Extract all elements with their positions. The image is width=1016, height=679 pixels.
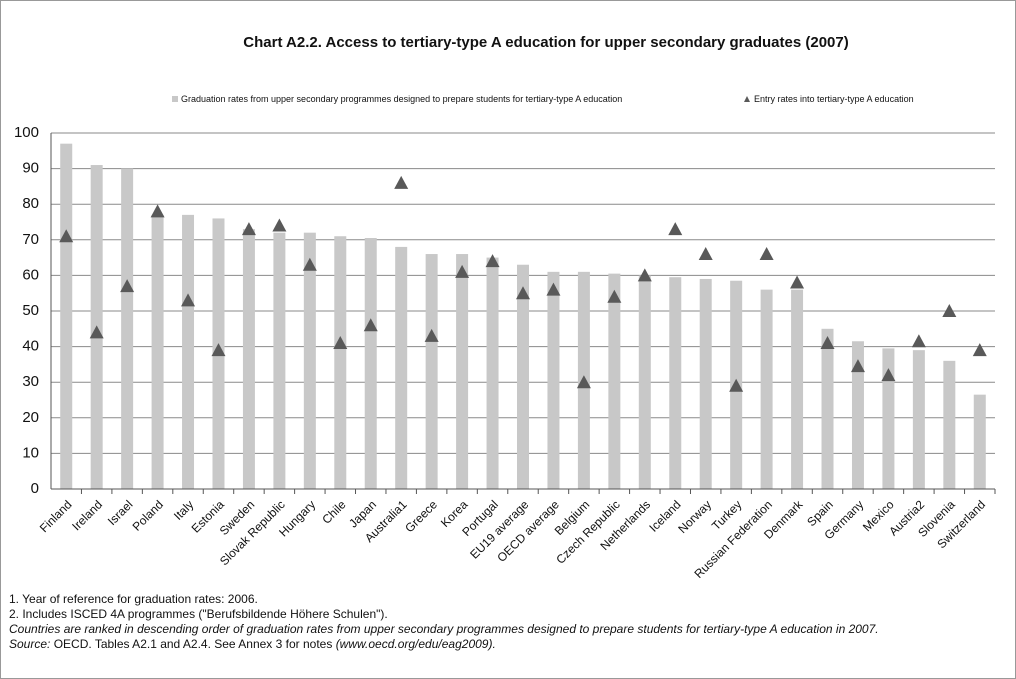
x-tick-label: Finland bbox=[37, 497, 75, 535]
footnote: 1. Year of reference for graduation rate… bbox=[9, 592, 258, 606]
bar bbox=[303, 232, 316, 489]
triangle-marker bbox=[668, 222, 683, 236]
triangle-marker bbox=[637, 268, 652, 282]
legend-swatch bbox=[744, 96, 750, 102]
x-tick-label: Chile bbox=[319, 497, 348, 526]
bar bbox=[182, 214, 195, 489]
triangle-marker bbox=[820, 336, 835, 350]
triangle-marker bbox=[759, 247, 774, 261]
y-tick-label: 90 bbox=[22, 160, 39, 177]
triangle-marker bbox=[576, 375, 591, 389]
bar bbox=[608, 273, 621, 489]
legend-label: Entry rates into tertiary-type A educati… bbox=[754, 94, 914, 104]
triangle-marker bbox=[394, 175, 409, 189]
footnote: Countries are ranked in descending order… bbox=[9, 622, 879, 636]
bar bbox=[943, 360, 956, 489]
chart-title: Chart A2.2. Access to tertiary-type A ed… bbox=[243, 34, 848, 51]
triangle-marker bbox=[424, 328, 439, 342]
triangle-marker bbox=[150, 204, 165, 218]
triangle-marker bbox=[972, 343, 987, 357]
bar bbox=[395, 246, 408, 489]
triangle-marker bbox=[942, 304, 957, 317]
y-tick-label: 40 bbox=[22, 338, 39, 355]
triangle-marker bbox=[698, 247, 713, 261]
bar bbox=[151, 214, 164, 489]
y-tick-label: 100 bbox=[14, 124, 39, 141]
legend-swatch bbox=[172, 96, 178, 102]
bar bbox=[912, 350, 925, 489]
x-tick-label: Greece bbox=[402, 497, 440, 535]
triangle-marker bbox=[911, 334, 926, 348]
y-tick-label: 20 bbox=[22, 409, 39, 426]
footnote: 2. Includes ISCED 4A programmes ("Berufs… bbox=[9, 607, 388, 621]
triangle-marker bbox=[89, 325, 104, 339]
triangle-marker bbox=[120, 279, 135, 293]
triangle-marker bbox=[59, 229, 74, 243]
triangle-marker bbox=[302, 257, 317, 271]
triangle-marker bbox=[516, 286, 530, 300]
source-link: (www.oecd.org/edu/eag2009). bbox=[335, 637, 496, 651]
triangle-marker bbox=[790, 275, 805, 289]
triangle-marker bbox=[333, 336, 348, 350]
bar bbox=[121, 168, 134, 489]
bar bbox=[517, 264, 529, 489]
triangle-marker bbox=[181, 293, 196, 307]
bar bbox=[547, 271, 560, 489]
bar bbox=[760, 289, 773, 489]
bar bbox=[60, 143, 73, 489]
x-tick-label: Poland bbox=[130, 497, 166, 533]
bar bbox=[273, 232, 286, 489]
bar bbox=[821, 328, 834, 489]
bar bbox=[851, 341, 864, 489]
triangle-marker bbox=[241, 222, 256, 236]
triangle-marker bbox=[607, 289, 622, 303]
bar bbox=[669, 277, 682, 489]
bar bbox=[242, 229, 255, 489]
y-tick-label: 70 bbox=[22, 231, 39, 248]
y-tick-label: 10 bbox=[22, 444, 39, 461]
y-tick-label: 80 bbox=[22, 195, 39, 212]
chart: Chart A2.2. Access to tertiary-type A ed… bbox=[14, 34, 996, 581]
bar bbox=[882, 348, 895, 489]
bar bbox=[486, 257, 499, 489]
bar bbox=[699, 278, 712, 489]
y-tick-label: 50 bbox=[22, 302, 39, 319]
bar bbox=[364, 238, 377, 489]
bar bbox=[638, 275, 651, 489]
y-tick-label: 30 bbox=[22, 373, 39, 390]
triangle-marker bbox=[455, 264, 470, 278]
triangle-marker bbox=[729, 378, 744, 392]
legend-label: Graduation rates from upper secondary pr… bbox=[181, 94, 622, 104]
source-label: Source: bbox=[9, 637, 51, 651]
triangle-marker bbox=[211, 343, 226, 357]
triangle-marker bbox=[546, 282, 561, 296]
triangle-marker bbox=[850, 359, 865, 373]
x-tick-label: Ireland bbox=[69, 497, 105, 533]
x-tick-label: Italy bbox=[171, 497, 196, 522]
y-tick-label: 60 bbox=[22, 266, 39, 283]
bar bbox=[334, 236, 347, 489]
triangle-marker bbox=[363, 318, 378, 332]
bar bbox=[456, 254, 469, 489]
bar bbox=[973, 394, 986, 489]
triangle-marker bbox=[272, 218, 287, 232]
source-text: OECD. Tables A2.1 and A2.4. See Annex 3 … bbox=[53, 637, 333, 651]
y-tick-label: 0 bbox=[31, 480, 39, 497]
source: Source: OECD. Tables A2.1 and A2.4. See … bbox=[9, 637, 949, 652]
bar bbox=[791, 289, 804, 489]
x-tick-label: Norway bbox=[675, 497, 714, 536]
footnotes: 1. Year of reference for graduation rate… bbox=[9, 592, 949, 652]
triangle-marker bbox=[485, 254, 500, 268]
bar bbox=[425, 254, 438, 489]
triangle-marker bbox=[881, 368, 896, 382]
